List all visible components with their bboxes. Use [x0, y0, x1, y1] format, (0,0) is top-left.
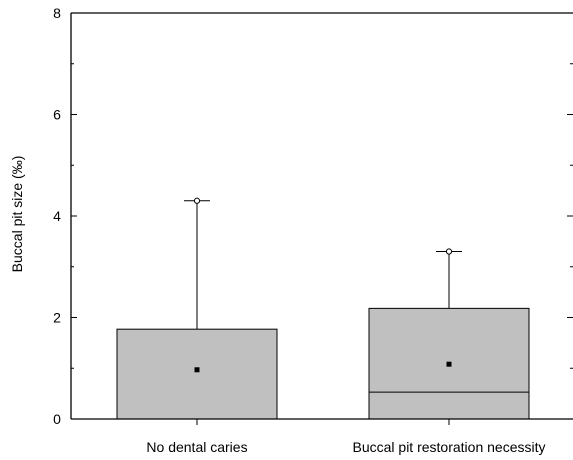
box-group [116, 197, 278, 420]
labels-layer: 0 2 4 6 8 No dental caries Buccal pit restorat… [53, 5, 545, 455]
outlier-point [193, 197, 201, 204]
y-axis-title: Buccal pit size (‰) [9, 156, 25, 273]
x-category-label: No dental caries [146, 439, 247, 455]
y-tick-label: 2 [53, 310, 61, 326]
y-tick-label: 6 [53, 107, 61, 123]
box-group [368, 248, 530, 420]
y-tick-label: 0 [53, 411, 61, 427]
box-rect [116, 328, 278, 420]
x-category-label: Buccal pit restoration necessity [353, 439, 546, 455]
y-tick-label: 4 [53, 208, 61, 224]
axes-layer [70, 12, 573, 425]
mean-marker [194, 367, 200, 373]
outlier-point [445, 248, 453, 255]
mean-marker [446, 361, 452, 367]
y-tick-label: 8 [53, 5, 61, 21]
boxes-layer [116, 197, 530, 420]
